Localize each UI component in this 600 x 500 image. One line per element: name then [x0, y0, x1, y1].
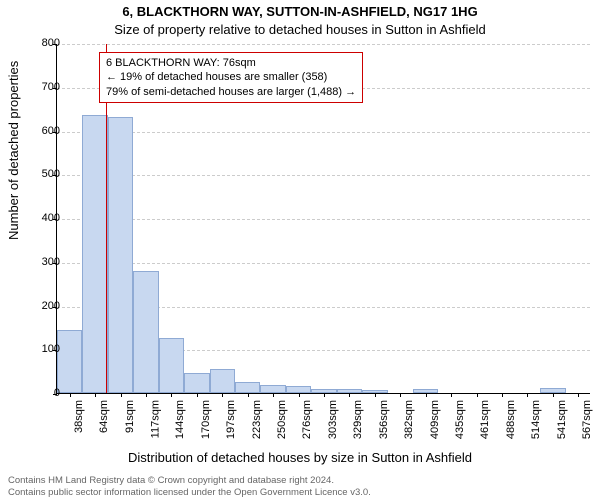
ytick-label: 0	[30, 387, 60, 399]
xtick-mark	[273, 393, 274, 397]
xtick-label: 435sqm	[454, 400, 466, 439]
xtick-mark	[349, 393, 350, 397]
xtick-mark	[477, 393, 478, 397]
xtick-label: 329sqm	[352, 400, 364, 439]
ytick-label: 200	[30, 300, 60, 312]
histogram-bar	[57, 330, 82, 393]
xtick-mark	[248, 393, 249, 397]
annotation-line1: 6 BLACKTHORN WAY: 76sqm	[106, 56, 356, 70]
xtick-label: 170sqm	[200, 400, 212, 439]
xtick-label: 409sqm	[429, 400, 441, 439]
xtick-label: 117sqm	[149, 400, 161, 438]
xtick-mark	[426, 393, 427, 397]
xtick-label: 64sqm	[98, 400, 110, 433]
xtick-mark	[451, 393, 452, 397]
ytick-label: 500	[30, 168, 60, 180]
xtick-mark	[375, 393, 376, 397]
chart-container: 6, BLACKTHORN WAY, SUTTON-IN-ASHFIELD, N…	[0, 0, 600, 500]
gridline	[57, 175, 590, 176]
ytick-label: 800	[30, 37, 60, 49]
histogram-bar	[82, 115, 107, 393]
ytick-label: 300	[30, 256, 60, 268]
footer-attribution: Contains HM Land Registry data © Crown c…	[8, 475, 592, 498]
xtick-mark	[121, 393, 122, 397]
annotation-line2: ← 19% of detached houses are smaller (35…	[106, 70, 356, 84]
footer-line1: Contains HM Land Registry data © Crown c…	[8, 475, 592, 486]
xtick-label: 197sqm	[225, 400, 237, 439]
annotation-box: 6 BLACKTHORN WAY: 76sqm ← 19% of detache…	[99, 52, 363, 103]
xtick-label: 38sqm	[73, 400, 85, 433]
ytick-label: 600	[30, 125, 60, 137]
chart-title-line2: Size of property relative to detached ho…	[0, 22, 600, 37]
gridline	[57, 263, 590, 264]
histogram-bar	[159, 338, 184, 393]
xtick-label: 382sqm	[403, 400, 415, 439]
xtick-label: 250sqm	[276, 400, 288, 439]
xtick-mark	[171, 393, 172, 397]
histogram-bar	[235, 382, 260, 393]
ytick-label: 400	[30, 212, 60, 224]
xtick-label: 144sqm	[174, 400, 186, 439]
plot-area: 6 BLACKTHORN WAY: 76sqm ← 19% of detache…	[56, 44, 590, 394]
xtick-label: 567sqm	[581, 400, 593, 439]
xtick-label: 541sqm	[556, 400, 568, 439]
xtick-mark	[95, 393, 96, 397]
histogram-bar	[210, 369, 235, 393]
xtick-label: 461sqm	[480, 400, 492, 439]
xtick-label: 276sqm	[302, 400, 314, 439]
xtick-mark	[222, 393, 223, 397]
xtick-mark	[197, 393, 198, 397]
ytick-label: 100	[30, 343, 60, 355]
xtick-mark	[400, 393, 401, 397]
xtick-label: 303sqm	[327, 400, 339, 439]
xtick-label: 91sqm	[124, 400, 136, 433]
chart-title-line1: 6, BLACKTHORN WAY, SUTTON-IN-ASHFIELD, N…	[0, 4, 600, 19]
xtick-mark	[527, 393, 528, 397]
xtick-mark	[324, 393, 325, 397]
histogram-bar	[184, 373, 209, 393]
xtick-label: 356sqm	[378, 400, 390, 439]
xtick-mark	[553, 393, 554, 397]
xtick-label: 514sqm	[530, 400, 542, 439]
xtick-label: 488sqm	[505, 400, 517, 439]
xtick-mark	[299, 393, 300, 397]
y-axis-label: Number of detached properties	[6, 61, 21, 240]
xtick-mark	[146, 393, 147, 397]
annotation-line3: 79% of semi-detached houses are larger (…	[106, 85, 356, 99]
gridline	[57, 132, 590, 133]
x-axis-label: Distribution of detached houses by size …	[0, 450, 600, 465]
xtick-mark	[70, 393, 71, 397]
xtick-mark	[578, 393, 579, 397]
histogram-bar	[108, 117, 133, 393]
histogram-bar	[133, 271, 158, 394]
xtick-label: 223sqm	[251, 400, 263, 439]
ytick-label: 700	[30, 81, 60, 93]
gridline	[57, 44, 590, 45]
xtick-mark	[502, 393, 503, 397]
gridline	[57, 219, 590, 220]
histogram-bar	[260, 385, 285, 393]
footer-line2: Contains public sector information licen…	[8, 487, 592, 498]
